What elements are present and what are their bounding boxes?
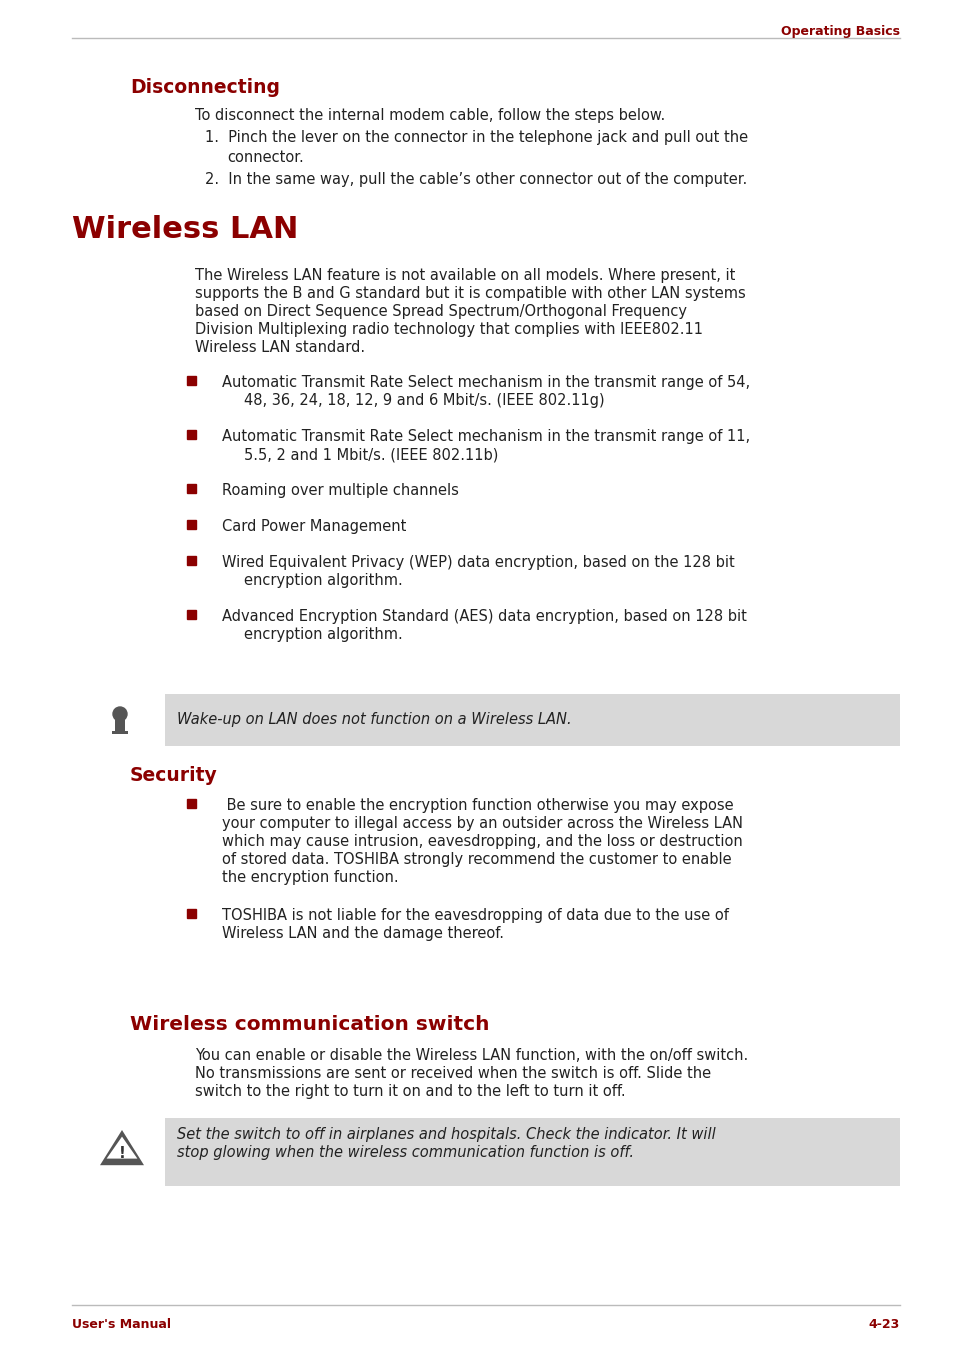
Bar: [187, 429, 195, 438]
Text: 5.5, 2 and 1 Mbit/s. (IEEE 802.11b): 5.5, 2 and 1 Mbit/s. (IEEE 802.11b): [244, 447, 497, 461]
Text: which may cause intrusion, eavesdropping, and the loss or destruction: which may cause intrusion, eavesdropping…: [222, 834, 742, 849]
Bar: [165, 693, 899, 746]
Text: encryption algorithm.: encryption algorithm.: [244, 573, 402, 588]
Text: Set the switch to off in airplanes and hospitals. Check the indicator. It will: Set the switch to off in airplanes and h…: [177, 1126, 715, 1143]
Text: Roaming over multiple channels: Roaming over multiple channels: [222, 483, 458, 498]
Text: Card Power Management: Card Power Management: [222, 519, 406, 534]
Text: You can enable or disable the Wireless LAN function, with the on/off switch.: You can enable or disable the Wireless L…: [194, 1048, 747, 1063]
Text: User's Manual: User's Manual: [71, 1318, 171, 1331]
Bar: [165, 1118, 899, 1186]
Text: connector.: connector.: [227, 150, 303, 165]
Text: based on Direct Sequence Spread Spectrum/Orthogonal Frequency: based on Direct Sequence Spread Spectrum…: [194, 304, 686, 318]
Text: Wake-up on LAN does not function on a Wireless LAN.: Wake-up on LAN does not function on a Wi…: [177, 712, 571, 727]
Text: switch to the right to turn it on and to the left to turn it off.: switch to the right to turn it on and to…: [194, 1085, 625, 1099]
Polygon shape: [107, 1137, 137, 1159]
Text: 48, 36, 24, 18, 12, 9 and 6 Mbit/s. (IEEE 802.11g): 48, 36, 24, 18, 12, 9 and 6 Mbit/s. (IEE…: [244, 393, 604, 407]
Text: your computer to illegal access by an outsider across the Wireless LAN: your computer to illegal access by an ou…: [222, 816, 742, 831]
Bar: [187, 908, 195, 917]
Text: the encryption function.: the encryption function.: [222, 870, 398, 885]
Text: No transmissions are sent or received when the switch is off. Slide the: No transmissions are sent or received wh…: [194, 1066, 710, 1081]
Text: TOSHIBA is not liable for the eavesdropping of data due to the use of: TOSHIBA is not liable for the eavesdropp…: [222, 908, 728, 923]
Bar: [187, 375, 195, 384]
Bar: [187, 519, 195, 529]
Text: Wireless LAN: Wireless LAN: [71, 214, 298, 244]
Text: of stored data. TOSHIBA strongly recommend the customer to enable: of stored data. TOSHIBA strongly recomme…: [222, 853, 731, 867]
Text: 2.  In the same way, pull the cable’s other connector out of the computer.: 2. In the same way, pull the cable’s oth…: [205, 173, 746, 188]
Text: Wireless LAN standard.: Wireless LAN standard.: [194, 340, 365, 355]
Text: Advanced Encryption Standard (AES) data encryption, based on 128 bit: Advanced Encryption Standard (AES) data …: [222, 608, 746, 625]
Text: encryption algorithm.: encryption algorithm.: [244, 627, 402, 642]
Text: Division Multiplexing radio technology that complies with IEEE802.11: Division Multiplexing radio technology t…: [194, 322, 702, 337]
Text: Security: Security: [130, 766, 217, 785]
Text: 4-23: 4-23: [868, 1318, 899, 1331]
Bar: [187, 483, 195, 492]
Text: Disconnecting: Disconnecting: [130, 78, 280, 97]
Text: stop glowing when the wireless communication function is off.: stop glowing when the wireless communica…: [177, 1145, 634, 1160]
Bar: [187, 799, 195, 808]
Text: The Wireless LAN feature is not available on all models. Where present, it: The Wireless LAN feature is not availabl…: [194, 268, 735, 283]
Text: To disconnect the internal modem cable, follow the steps below.: To disconnect the internal modem cable, …: [194, 108, 664, 123]
Text: 1.  Pinch the lever on the connector in the telephone jack and pull out the: 1. Pinch the lever on the connector in t…: [205, 130, 747, 144]
Bar: [115, 718, 125, 733]
Polygon shape: [100, 1130, 144, 1166]
Text: Wireless LAN and the damage thereof.: Wireless LAN and the damage thereof.: [222, 925, 503, 942]
Text: Automatic Transmit Rate Select mechanism in the transmit range of 54,: Automatic Transmit Rate Select mechanism…: [222, 375, 749, 390]
Text: Be sure to enable the encryption function otherwise you may expose: Be sure to enable the encryption functio…: [222, 799, 733, 813]
Text: !: !: [118, 1145, 125, 1160]
Text: supports the B and G standard but it is compatible with other LAN systems: supports the B and G standard but it is …: [194, 286, 745, 301]
Bar: [112, 731, 128, 734]
Bar: [187, 556, 195, 564]
Text: Wireless communication switch: Wireless communication switch: [130, 1014, 489, 1033]
Text: Wired Equivalent Privacy (WEP) data encryption, based on the 128 bit: Wired Equivalent Privacy (WEP) data encr…: [222, 554, 734, 571]
Circle shape: [112, 707, 127, 720]
Text: Automatic Transmit Rate Select mechanism in the transmit range of 11,: Automatic Transmit Rate Select mechanism…: [222, 429, 749, 444]
Text: Operating Basics: Operating Basics: [781, 26, 899, 38]
Bar: [187, 610, 195, 618]
